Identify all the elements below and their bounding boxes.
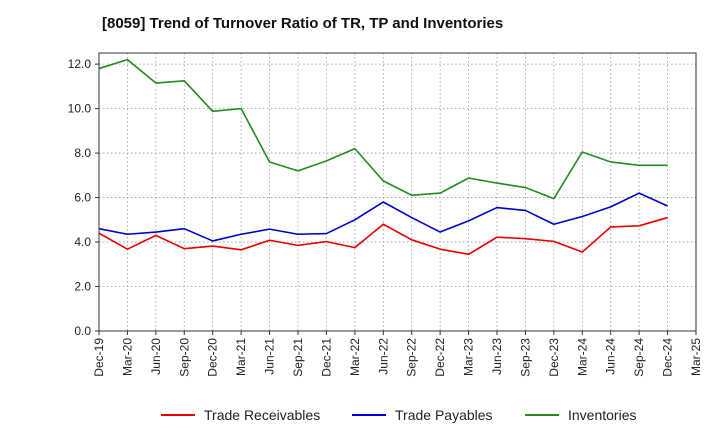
grid-lines [99,53,696,331]
x-tick-label: Mar-25 [689,338,703,376]
legend-swatch-trade-receivables [161,414,195,416]
x-tick-label: Dec-23 [547,338,561,377]
y-tick-label: 8.0 [74,146,91,160]
x-tick-label: Mar-22 [348,338,362,376]
legend-label-trade-payables: Trade Payables [395,407,493,423]
x-tick-label: Dec-21 [319,338,333,377]
x-tick-label: Jun-22 [376,338,390,375]
y-tick-label: 6.0 [74,191,91,205]
x-tick-label: Mar-23 [462,338,476,376]
x-tick-label: Jun-23 [490,338,504,375]
x-tick-label: Jun-20 [149,338,163,375]
y-tick-label: 2.0 [74,280,91,294]
series-lines [98,58,668,256]
legend-item-inventories: Inventories [525,404,636,426]
legend-item-trade-payables: Trade Payables [352,404,493,426]
series-line-trade-payables [98,192,668,242]
x-tick-label: Jun-21 [263,338,277,375]
legend-swatch-inventories [525,414,559,416]
x-tick-label: Dec-24 [661,338,675,377]
x-tick-label: Dec-20 [206,338,220,377]
legend-item-trade-receivables: Trade Receivables [161,404,320,426]
x-tick-label: Mar-24 [575,338,589,376]
legend-label-inventories: Inventories [568,407,637,423]
x-tick-label: Sep-20 [177,338,191,377]
legend: Trade Receivables Trade Payables Invento… [0,404,720,426]
legend-swatch-trade-payables [352,414,386,416]
x-tick-label: Sep-22 [405,338,419,377]
y-tick-label: 0.0 [74,324,91,338]
y-tick-label: 12.0 [68,57,92,71]
legend-label-trade-receivables: Trade Receivables [204,407,321,423]
x-tick-label: Sep-24 [632,338,646,377]
x-tick-label: Sep-23 [518,338,532,377]
y-tick-label: 4.0 [74,235,91,249]
x-tick-label: Mar-21 [234,338,248,376]
chart-title: [8059] Trend of Turnover Ratio of TR, TP… [102,15,504,32]
series-line-inventories [98,58,668,200]
x-tick-label: Sep-21 [291,338,305,377]
y-axis-ticks: 0.0 2.0 4.0 6.0 8.0 10.0 12.0 [68,57,99,338]
plot-area-background [99,53,696,331]
x-tick-label: Dec-22 [433,338,447,377]
y-tick-label: 10.0 [68,102,92,116]
x-tick-label: Dec-19 [92,338,106,377]
x-tick-label: Jun-24 [604,338,618,375]
x-tick-label: Mar-20 [120,338,134,376]
x-axis-ticks: Dec-19 Mar-20 Jun-20 Sep-20 Dec-20 Mar-21 Jun-… [92,331,703,377]
plot-area-frame [98,52,697,332]
series-line-trade-receivables [98,216,668,256]
